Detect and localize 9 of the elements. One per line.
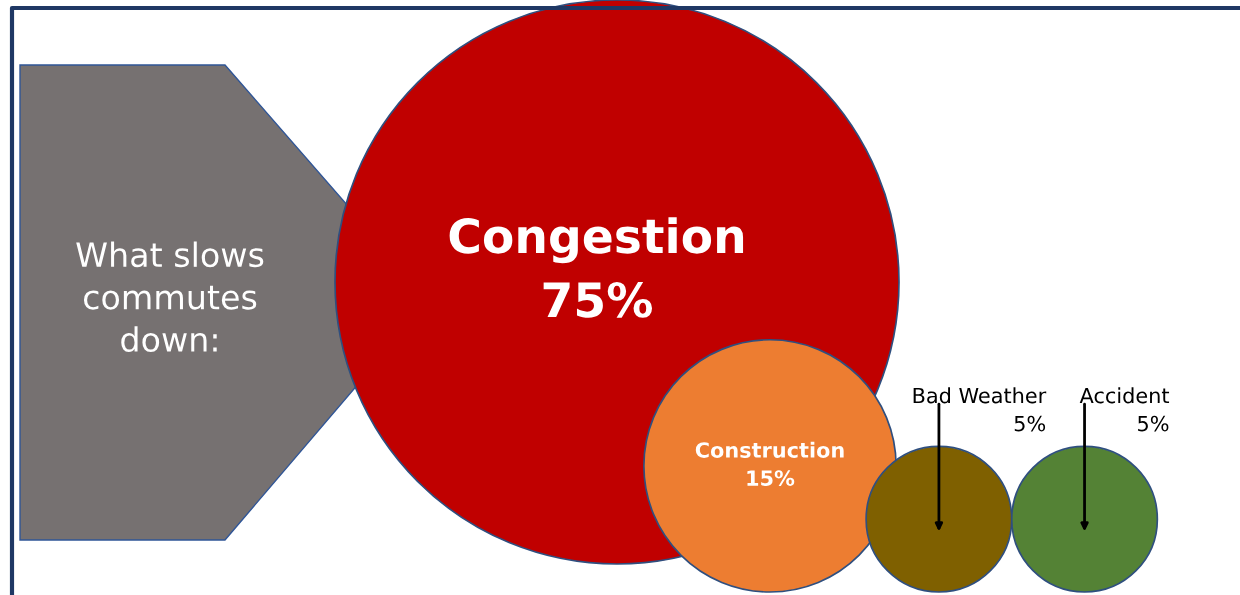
data-label: 15% (747, 470, 795, 486)
category-label: Accident (1079, 387, 1170, 404)
data-label: 5% (1138, 415, 1169, 432)
category-label: Construction (695, 441, 844, 458)
category-label: Bad Weather (913, 387, 1047, 404)
category-label: Congestion (449, 217, 744, 264)
data-label: 75% (543, 281, 653, 318)
text: What slows commutes down: (76, 241, 264, 353)
data-label: 5% (1014, 415, 1046, 432)
